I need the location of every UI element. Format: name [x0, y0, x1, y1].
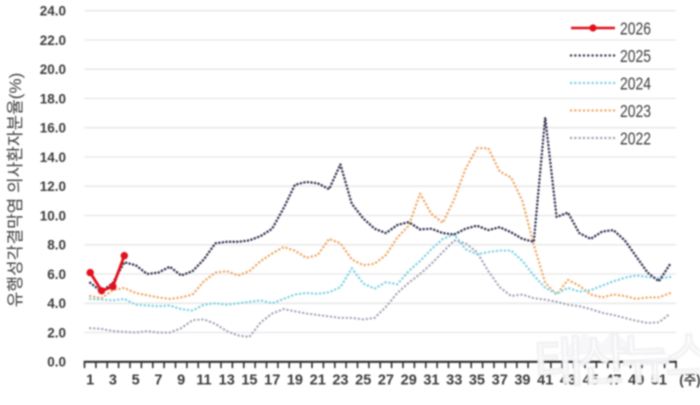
- svg-text:31: 31: [423, 373, 439, 389]
- svg-text:16.0: 16.0: [40, 121, 66, 136]
- svg-text:21: 21: [310, 373, 326, 389]
- svg-text:41: 41: [537, 373, 553, 389]
- svg-text:3: 3: [109, 373, 117, 389]
- svg-text:7: 7: [154, 373, 162, 389]
- svg-text:49: 49: [628, 373, 644, 389]
- svg-text:12.0: 12.0: [40, 179, 66, 194]
- svg-text:17: 17: [264, 373, 280, 389]
- svg-text:4.0: 4.0: [47, 296, 66, 311]
- svg-text:33: 33: [446, 373, 462, 389]
- svg-text:2023: 2023: [620, 101, 651, 121]
- svg-text:1: 1: [86, 373, 94, 389]
- svg-text:15: 15: [241, 373, 257, 389]
- svg-text:13: 13: [219, 373, 235, 389]
- svg-text:43: 43: [560, 373, 576, 389]
- svg-text:45: 45: [583, 373, 599, 389]
- svg-text:14.0: 14.0: [40, 150, 66, 165]
- svg-text:39: 39: [514, 373, 530, 389]
- svg-text:8.0: 8.0: [47, 238, 66, 253]
- svg-text:19: 19: [287, 373, 303, 389]
- svg-text:2026: 2026: [620, 19, 651, 39]
- svg-text:20.0: 20.0: [40, 62, 66, 77]
- svg-text:2.0: 2.0: [47, 325, 66, 340]
- svg-text:18.0: 18.0: [40, 91, 66, 106]
- svg-text:2025: 2025: [620, 46, 651, 66]
- svg-text:2024: 2024: [620, 74, 651, 94]
- svg-text:37: 37: [492, 373, 508, 389]
- svg-text:유행성각결막염 의사환자분율(%): 유행성각결막염 의사환자분율(%): [6, 73, 25, 307]
- svg-text:10.0: 10.0: [40, 208, 66, 223]
- svg-text:24.0: 24.0: [40, 4, 66, 19]
- svg-text:51: 51: [651, 373, 667, 389]
- svg-text:25: 25: [355, 373, 371, 389]
- svg-text:6.0: 6.0: [47, 267, 66, 282]
- svg-text:27: 27: [378, 373, 394, 389]
- svg-text:22.0: 22.0: [40, 33, 66, 48]
- svg-text:0.0: 0.0: [47, 355, 66, 370]
- svg-text:5: 5: [132, 373, 140, 389]
- svg-text:2022: 2022: [620, 129, 651, 149]
- svg-text:23: 23: [332, 373, 348, 389]
- svg-text:9: 9: [177, 373, 185, 389]
- svg-text:태산뉴스: 태산뉴스: [533, 327, 700, 395]
- svg-text:11: 11: [196, 373, 211, 389]
- svg-text:47: 47: [605, 373, 621, 389]
- svg-text:29: 29: [401, 373, 417, 389]
- svg-text:35: 35: [469, 373, 485, 389]
- svg-text:(주): (주): [679, 373, 700, 388]
